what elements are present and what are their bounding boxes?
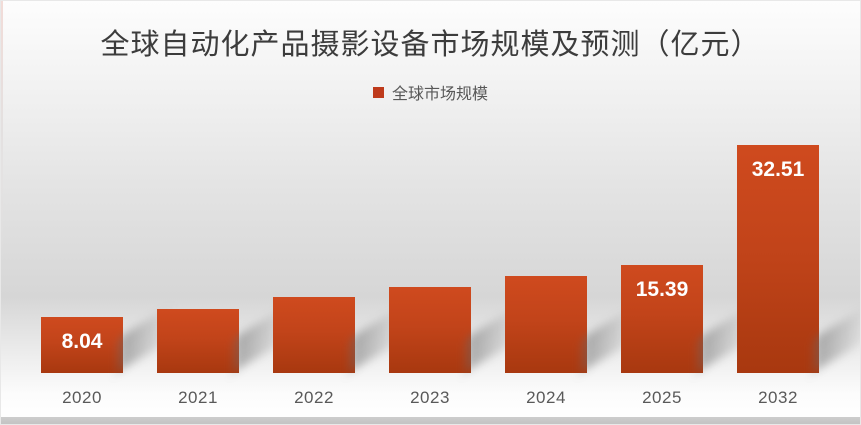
bar-2021: 2021 [157,308,239,407]
bar-2022: 2022 [273,296,355,407]
legend-swatch-icon [372,86,384,98]
x-axis-label: 2023 [410,388,450,407]
legend: 全球市场规模 [1,80,860,104]
bar-value-label: 15.39 [635,278,689,302]
bar-2024: 2024 [505,275,587,407]
bar-2020: 8.04 2020 [41,316,123,407]
bar-value-label: 8.04 [61,329,103,353]
x-axis-label: 2021 [178,388,218,407]
x-axis-label: 2025 [642,388,682,407]
plot-area: 8.04 2020 2021 2022 2023 2024 15.39 2025 32.51 20… [41,137,819,407]
x-axis-label: 2032 [758,388,798,407]
legend-label: 全球市场规模 [391,86,488,103]
chart-title: 全球自动化产品摄影设备市场规模及预测（亿元） [100,29,761,61]
bar-2023: 2023 [389,286,471,407]
bar-value-label: 32.51 [751,158,805,181]
bar-2032: 32.51 2032 [737,145,819,407]
left-edge-highlight [1,1,3,261]
bottom-edge-strip [1,417,860,424]
x-axis-label: 2024 [526,388,566,407]
x-axis-label: 2022 [294,388,334,407]
x-axis-label: 2020 [62,388,102,407]
bar-2025: 15.39 2025 [621,265,703,407]
